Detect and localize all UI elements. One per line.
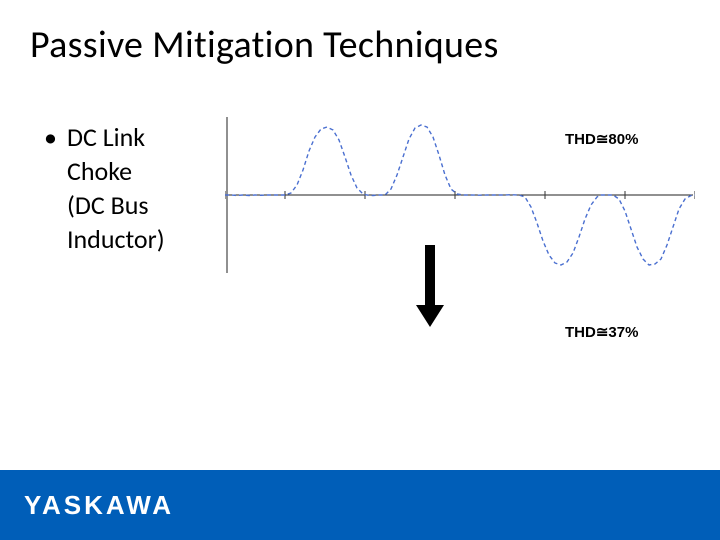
bullet-line-1: DC Link: [67, 121, 145, 153]
bullet-line-4: Inductor): [67, 223, 165, 255]
bullet-line-3: (DC Bus: [67, 189, 149, 221]
bullet-block: • DC Link Choke (DC Bus Inductor): [44, 120, 214, 256]
footer-band: YASKAWA: [0, 470, 720, 540]
thd-upper-label: THD≅80%: [565, 130, 638, 148]
slide: Passive Mitigation Techniques • DC Link …: [0, 0, 720, 540]
bullet-item: • DC Link Choke (DC Bus Inductor): [44, 120, 214, 256]
bullet-text: DC Link Choke (DC Bus Inductor): [67, 120, 165, 256]
bullet-line-2: Choke: [67, 155, 132, 187]
thd-lower-label: THD≅37%: [565, 323, 638, 341]
down-arrow-icon: [415, 245, 445, 330]
bullet-dot-icon: •: [44, 120, 57, 154]
brand-logo: YASKAWA: [24, 490, 174, 521]
page-title: Passive Mitigation Techniques: [30, 22, 499, 68]
